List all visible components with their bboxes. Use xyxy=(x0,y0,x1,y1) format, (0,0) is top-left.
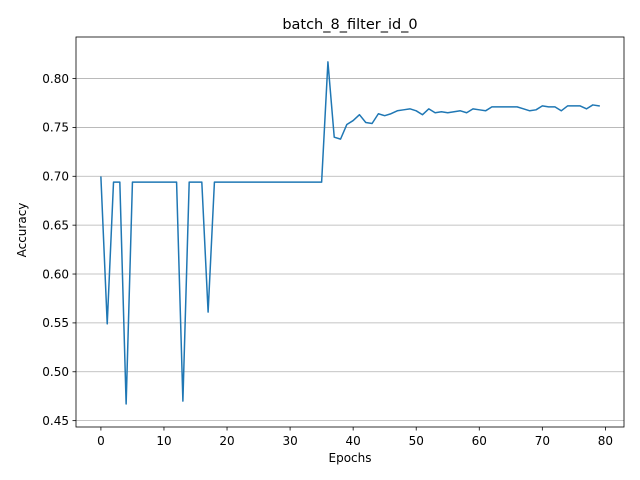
y-tick-label: 0.75 xyxy=(42,121,69,135)
series-layer xyxy=(100,61,600,405)
y-tick-label: 0.45 xyxy=(42,414,69,428)
x-tick-label: 40 xyxy=(346,434,361,448)
x-tick-label: 20 xyxy=(219,434,234,448)
x-axis-title: Epochs xyxy=(329,451,372,465)
x-axis: 0 10 20 30 40 50 60 70 80 xyxy=(97,427,613,448)
x-tick-label: 0 xyxy=(97,434,105,448)
x-tick-label: 10 xyxy=(156,434,171,448)
y-tick-label: 0.50 xyxy=(42,365,69,379)
series-line-accuracy xyxy=(100,61,600,405)
axes-frame xyxy=(75,36,625,428)
x-tick-label: 50 xyxy=(409,434,424,448)
y-tick-label: 0.70 xyxy=(42,170,69,184)
chart-title: batch_8_filter_id_0 xyxy=(282,17,417,33)
x-tick-label: 30 xyxy=(282,434,297,448)
y-tick-label: 0.60 xyxy=(42,267,69,281)
y-tick-label: 0.65 xyxy=(42,218,69,232)
y-tick-label: 0.80 xyxy=(42,72,69,86)
y-axis-title: Accuracy xyxy=(15,203,29,258)
x-tick-label: 80 xyxy=(598,434,613,448)
grid-lines xyxy=(76,78,624,422)
x-tick-label: 60 xyxy=(472,434,487,448)
x-tick-label: 70 xyxy=(535,434,550,448)
y-axis: 0.45 0.50 0.55 0.60 0.65 0.70 0.75 0.80 xyxy=(42,72,76,428)
plot-frame xyxy=(75,36,625,428)
y-tick-label: 0.55 xyxy=(42,316,69,330)
